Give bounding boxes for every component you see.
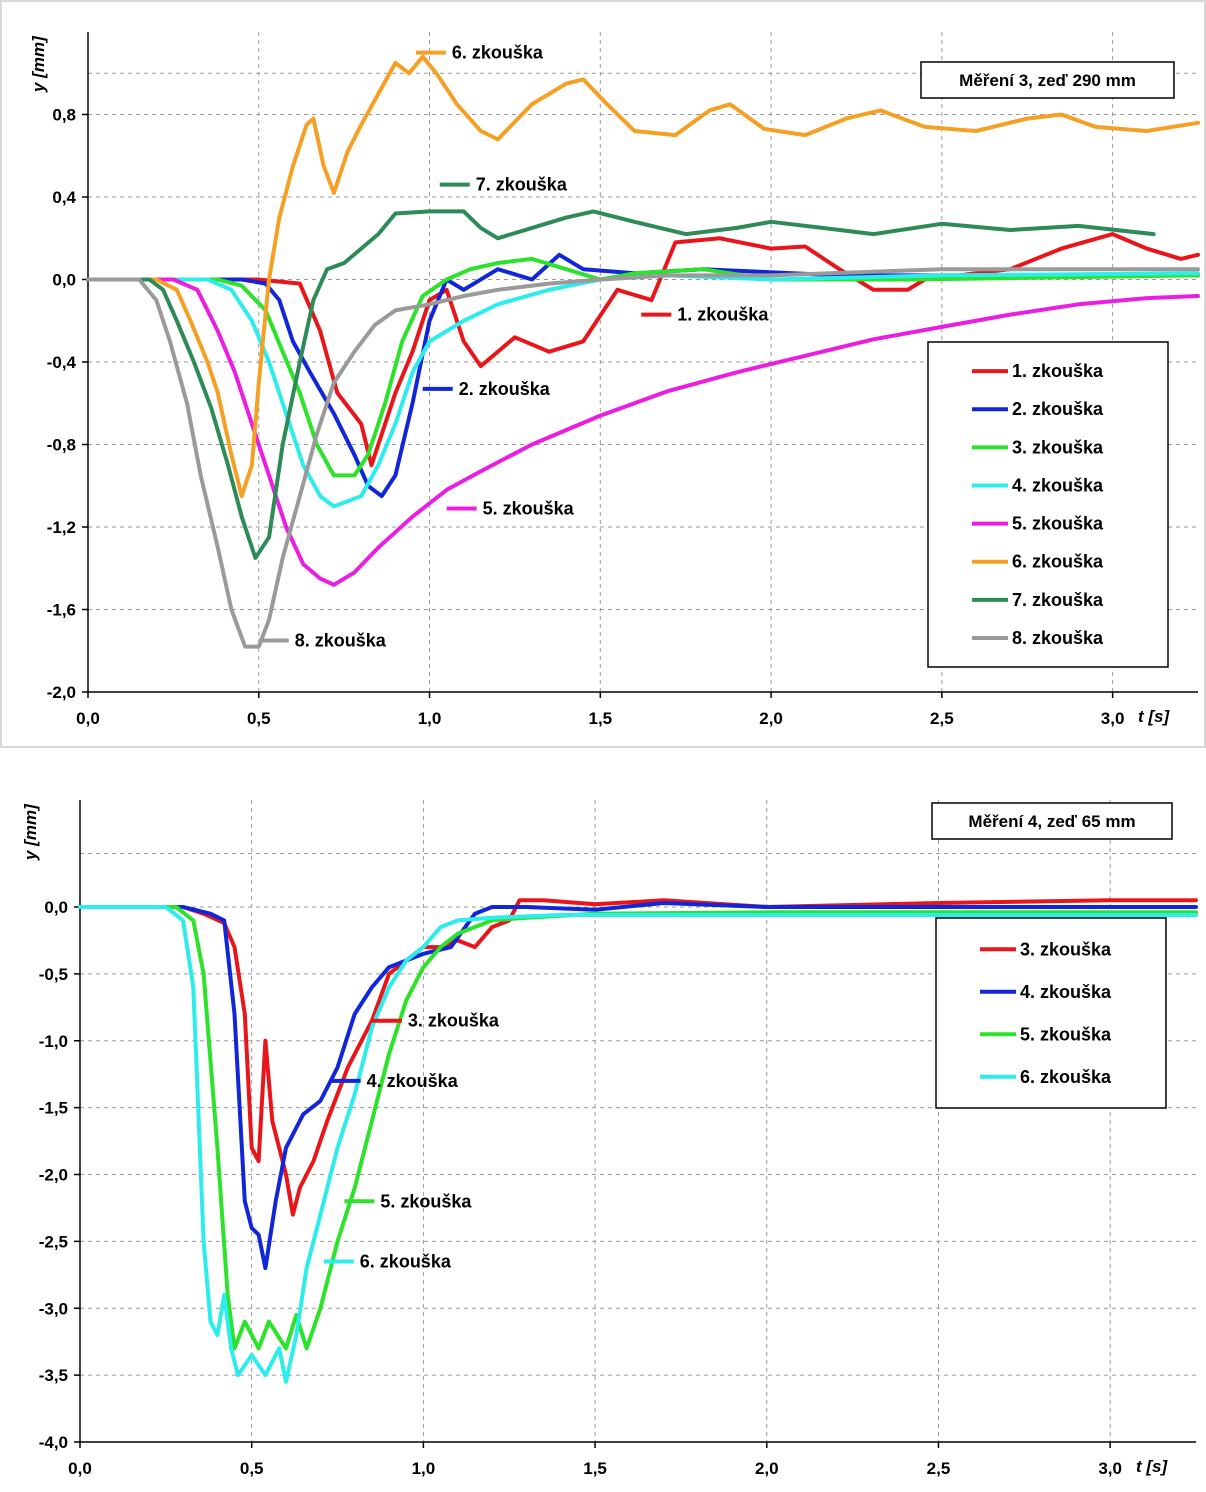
x-tick-label: 2,5 bbox=[930, 709, 954, 728]
x-tick-label: 1,0 bbox=[418, 709, 442, 728]
x-axis-label: t [s] bbox=[1138, 707, 1171, 726]
annotation-label: 6. zkouška bbox=[360, 1251, 452, 1271]
series-line-4 bbox=[78, 905, 1198, 1384]
x-tick-label: 2,0 bbox=[759, 709, 783, 728]
x-tick-label: 0,0 bbox=[76, 709, 100, 728]
y-tick-label: -1,2 bbox=[47, 518, 76, 537]
chart-panel-bottom: -4,0 -3,5 -3,0 -2,5 -2,0 -1,5 -1,0 -0,5 0,0 0,0 0,… bbox=[0, 752, 1206, 1492]
y-tick-label: -0,8 bbox=[47, 436, 76, 455]
chart-title: Měření 3, zeď 290 mm bbox=[959, 71, 1136, 90]
x-tick-label: 3,0 bbox=[1101, 709, 1125, 728]
x-axis-label: t [s] bbox=[1136, 1457, 1169, 1476]
series-line-1 bbox=[86, 232, 1200, 468]
legend-box bbox=[927, 341, 1169, 668]
annotation-label: 5. zkouška bbox=[380, 1191, 472, 1211]
y-tick-label: -1,5 bbox=[39, 1099, 68, 1118]
y-tick-label: -0,4 bbox=[47, 353, 77, 372]
x-tick-label: 1,0 bbox=[412, 1459, 436, 1478]
legend-label: 3. zkouška bbox=[1012, 437, 1104, 457]
title-box bbox=[920, 61, 1175, 99]
x-tick-label: 1,5 bbox=[588, 709, 612, 728]
legend-label: 5. zkouška bbox=[1012, 514, 1104, 534]
series-line-2 bbox=[86, 252, 1200, 499]
annotation-label: 7. zkouška bbox=[476, 175, 568, 195]
y-axis-label: y [mm] bbox=[29, 35, 48, 93]
legend-label: 5. zkouška bbox=[1020, 1024, 1112, 1044]
legend-label: 4. zkouška bbox=[1020, 982, 1112, 1002]
x-tick-label: 0,5 bbox=[240, 1459, 264, 1478]
series-line-8 bbox=[86, 267, 1200, 649]
y-tick-label: -2,0 bbox=[39, 1166, 68, 1185]
chart-mereni-3: -2,0 -1,6 -1,2 -0,8 -0,4 0,0 0,4 0,8 0,0 0,5 1,0 1,… bbox=[29, 32, 1200, 728]
y-tick-label: -3,5 bbox=[39, 1366, 68, 1385]
series-line-3 bbox=[78, 905, 1198, 1351]
legend-label: 3. zkouška bbox=[1020, 939, 1112, 959]
series-line-7 bbox=[86, 209, 1156, 560]
x-tick-label: 2,5 bbox=[927, 1459, 951, 1478]
series-line-5 bbox=[86, 277, 1200, 587]
x-tick-label: 0,5 bbox=[247, 709, 271, 728]
legend-label: 4. zkouška bbox=[1012, 475, 1104, 495]
chart-mereni-4: -4,0 -3,5 -3,0 -2,5 -2,0 -1,5 -1,0 -0,5 0,0 0,0 0,… bbox=[21, 800, 1198, 1478]
y-tick-label: 0,0 bbox=[44, 898, 68, 917]
annotation-label: 3. zkouška bbox=[408, 1011, 500, 1031]
chart-panel-top: -2,0 -1,6 -1,2 -0,8 -0,4 0,0 0,4 0,8 0,0 0,5 1,0 1,… bbox=[0, 0, 1206, 748]
series-line-6 bbox=[86, 54, 1200, 499]
y-tick-label: -1,6 bbox=[47, 601, 76, 620]
y-tick-label: -1,0 bbox=[39, 1032, 68, 1051]
y-tick-label: 0,0 bbox=[52, 271, 76, 290]
series-line-3 bbox=[86, 256, 1200, 478]
x-tick-label: 1,5 bbox=[583, 1459, 607, 1478]
annotation-label: 8. zkouška bbox=[295, 630, 387, 650]
y-tick-label: -2,0 bbox=[47, 683, 76, 702]
annotation-label: 4. zkouška bbox=[367, 1071, 459, 1091]
legend-label: 2. zkouška bbox=[1012, 399, 1104, 419]
x-tick-label: 3,0 bbox=[1098, 1459, 1122, 1478]
annotation-label: 6. zkouška bbox=[452, 43, 544, 63]
chart-title: Měření 4, zeď 65 mm bbox=[968, 812, 1135, 831]
x-tick-label: 0,0 bbox=[68, 1459, 92, 1478]
y-tick-label: 0,4 bbox=[52, 188, 76, 207]
y-tick-label: -0,5 bbox=[39, 965, 68, 984]
title-box bbox=[931, 802, 1173, 840]
x-tick-label: 2,0 bbox=[755, 1459, 779, 1478]
annotation-label: 2. zkouška bbox=[459, 379, 551, 399]
legend-label: 6. zkouška bbox=[1020, 1067, 1112, 1087]
y-tick-label: -2,5 bbox=[39, 1232, 68, 1251]
series-line-2 bbox=[78, 901, 1198, 1271]
y-tick-label: -4,0 bbox=[39, 1433, 68, 1452]
legend-label: 6. zkouška bbox=[1012, 552, 1104, 572]
y-tick-label: 0,8 bbox=[52, 106, 76, 125]
legend-box bbox=[935, 917, 1167, 1109]
legend-label: 8. zkouška bbox=[1012, 628, 1104, 648]
legend-label: 1. zkouška bbox=[1012, 361, 1104, 381]
plot-area bbox=[80, 800, 1196, 1442]
y-axis-label: y [mm] bbox=[21, 803, 40, 861]
annotation-label: 1. zkouška bbox=[677, 305, 769, 325]
annotation-label: 5. zkouška bbox=[483, 498, 575, 518]
legend-label: 7. zkouška bbox=[1012, 590, 1104, 610]
y-tick-label: -3,0 bbox=[39, 1299, 68, 1318]
